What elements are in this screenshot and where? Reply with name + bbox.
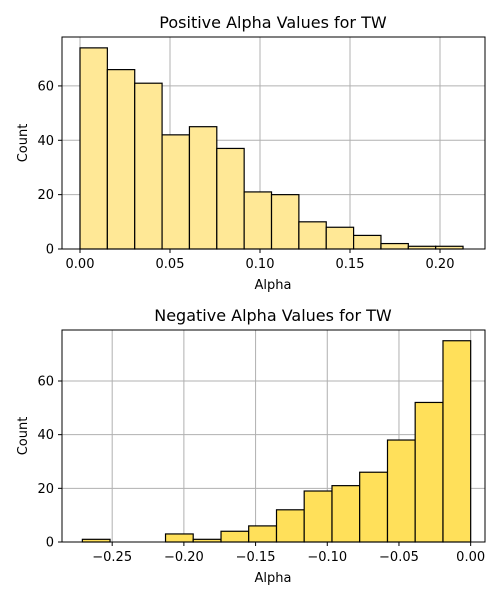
x-tick-label: 0.00	[456, 550, 485, 565]
histogram-bar	[331, 485, 361, 543]
histogram-bar	[79, 47, 108, 250]
y-tick-label: 40	[37, 428, 54, 443]
histogram-bars	[81, 340, 472, 543]
histogram-bar	[216, 147, 245, 250]
chart-title: Negative Alpha Values for TW	[154, 306, 392, 325]
histogram-bar	[442, 340, 472, 543]
histogram-bars	[79, 47, 464, 250]
y-tick-label: 0	[46, 243, 54, 258]
y-tick-label: 20	[37, 188, 54, 203]
x-tick-label: 0.10	[246, 257, 275, 272]
histogram-bar	[325, 226, 355, 250]
x-tick-label: −0.05	[379, 550, 419, 565]
y-tick-label: 60	[37, 374, 54, 389]
histogram-bar	[380, 242, 409, 250]
x-axis-label: Alpha	[255, 278, 292, 293]
y-tick-label: 60	[37, 79, 54, 94]
histogram-bar	[161, 134, 191, 250]
histogram-bar	[220, 530, 250, 543]
x-tick-label: 0.05	[156, 257, 185, 272]
histogram-bar	[134, 82, 163, 250]
x-tick-label: −0.20	[164, 550, 204, 565]
plot-frame	[61, 329, 486, 543]
x-axis-label: Alpha	[255, 571, 292, 586]
histogram-bar	[243, 191, 273, 250]
y-axis-label: Count	[16, 124, 31, 163]
plot-frame	[61, 36, 486, 250]
positive-alpha-panel: Positive Alpha Values for TW Alpha Count…	[16, 13, 486, 293]
x-tick-label: 0.00	[66, 257, 95, 272]
y-tick-label: 40	[37, 134, 54, 149]
histogram-bar	[248, 525, 278, 543]
histogram-bar	[164, 533, 194, 543]
x-tick-label: 0.15	[336, 257, 365, 272]
x-tick-label: −0.25	[92, 550, 132, 565]
histogram-bar	[353, 234, 382, 250]
chart-title: Positive Alpha Values for TW	[159, 13, 387, 32]
x-tick-label: −0.15	[236, 550, 276, 565]
y-axis-label: Count	[16, 417, 31, 456]
histogram-bar	[298, 221, 327, 250]
histogram-bar	[303, 490, 333, 543]
histogram-bar	[414, 401, 444, 543]
histogram-bar	[275, 509, 305, 543]
histogram-bar	[188, 126, 218, 250]
x-tick-label: −0.10	[307, 550, 347, 565]
histogram-bar	[386, 439, 416, 543]
x-tick-label: 0.20	[426, 257, 455, 272]
histogram-bar	[270, 194, 300, 250]
negative-alpha-panel: Negative Alpha Values for TW Alpha Count…	[16, 306, 486, 586]
histogram-bar	[359, 471, 389, 543]
y-tick-label: 20	[37, 482, 54, 497]
histogram-bar	[106, 69, 136, 250]
y-tick-label: 0	[46, 536, 54, 551]
